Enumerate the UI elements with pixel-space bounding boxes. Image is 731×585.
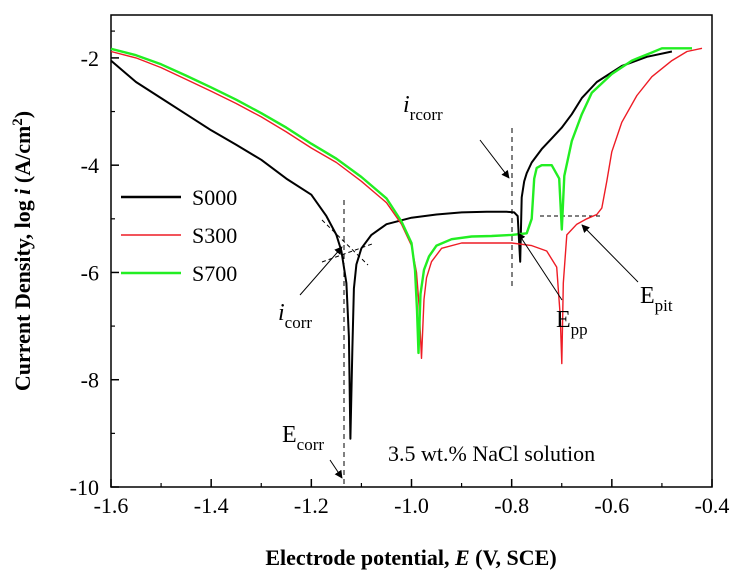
solution-note: 3.5 wt.% NaCl solution (388, 441, 595, 466)
series-line-s700 (110, 47, 692, 355)
legend: S000 S300 S700 (121, 185, 237, 286)
x-tick-label: -0.6 (594, 493, 629, 518)
x-tick-label: -1.4 (194, 493, 229, 518)
x-axis-title: Electrode potential, E (V, SCE) (265, 545, 556, 570)
ecorr-label: Ecorr (282, 422, 324, 454)
axis-tick-labels: -1.6 -1.4 -1.2 -1.0 -0.8 -0.6 -0.4 -2 -4 -6 -8 -10 (70, 46, 730, 518)
legend-label-s300: S300 (192, 223, 237, 248)
series-line-s300 (110, 47, 703, 365)
annotation-icorr: icorr (278, 246, 343, 332)
annotation-epit: Epit (581, 224, 673, 315)
annotation-ecorr: Ecorr (282, 422, 343, 479)
y-tick-label: -8 (81, 368, 99, 393)
y-tick-label: -10 (70, 475, 99, 500)
axis-ticks (110, 30, 713, 488)
legend-label-s000: S000 (192, 185, 237, 210)
epp-arrow (517, 232, 563, 301)
annotation-ircorr: ircorr (403, 92, 510, 179)
icorr-arrow (299, 246, 343, 296)
ircorr-arrow (479, 139, 510, 179)
x-tick-label: -1.2 (294, 493, 329, 518)
x-tick-label: -1.0 (394, 493, 429, 518)
epit-arrow (581, 224, 639, 283)
icorr-label: icorr (278, 300, 312, 332)
ircorr-label: ircorr (403, 92, 443, 124)
legend-label-s700: S700 (192, 261, 237, 286)
epit-label: Epit (640, 283, 673, 315)
x-tick-label: -0.8 (494, 493, 529, 518)
y-tick-label: -4 (81, 153, 99, 178)
tafel-cathodic-extrapolation (321, 243, 373, 263)
guide-lines (321, 128, 600, 487)
series-layer (110, 47, 703, 440)
y-axis-title: Current Density, log i (A/cm2) (10, 111, 35, 391)
y-tick-label: -2 (81, 46, 99, 71)
tafel-anodic-extrapolation (321, 219, 369, 266)
x-tick-label: -1.6 (94, 493, 129, 518)
annotation-epp: Epp (517, 232, 588, 339)
x-tick-label: -0.4 (695, 493, 730, 518)
ecorr-arrow (329, 459, 343, 479)
epp-label: Epp (556, 307, 588, 339)
y-tick-label: -6 (81, 260, 99, 285)
